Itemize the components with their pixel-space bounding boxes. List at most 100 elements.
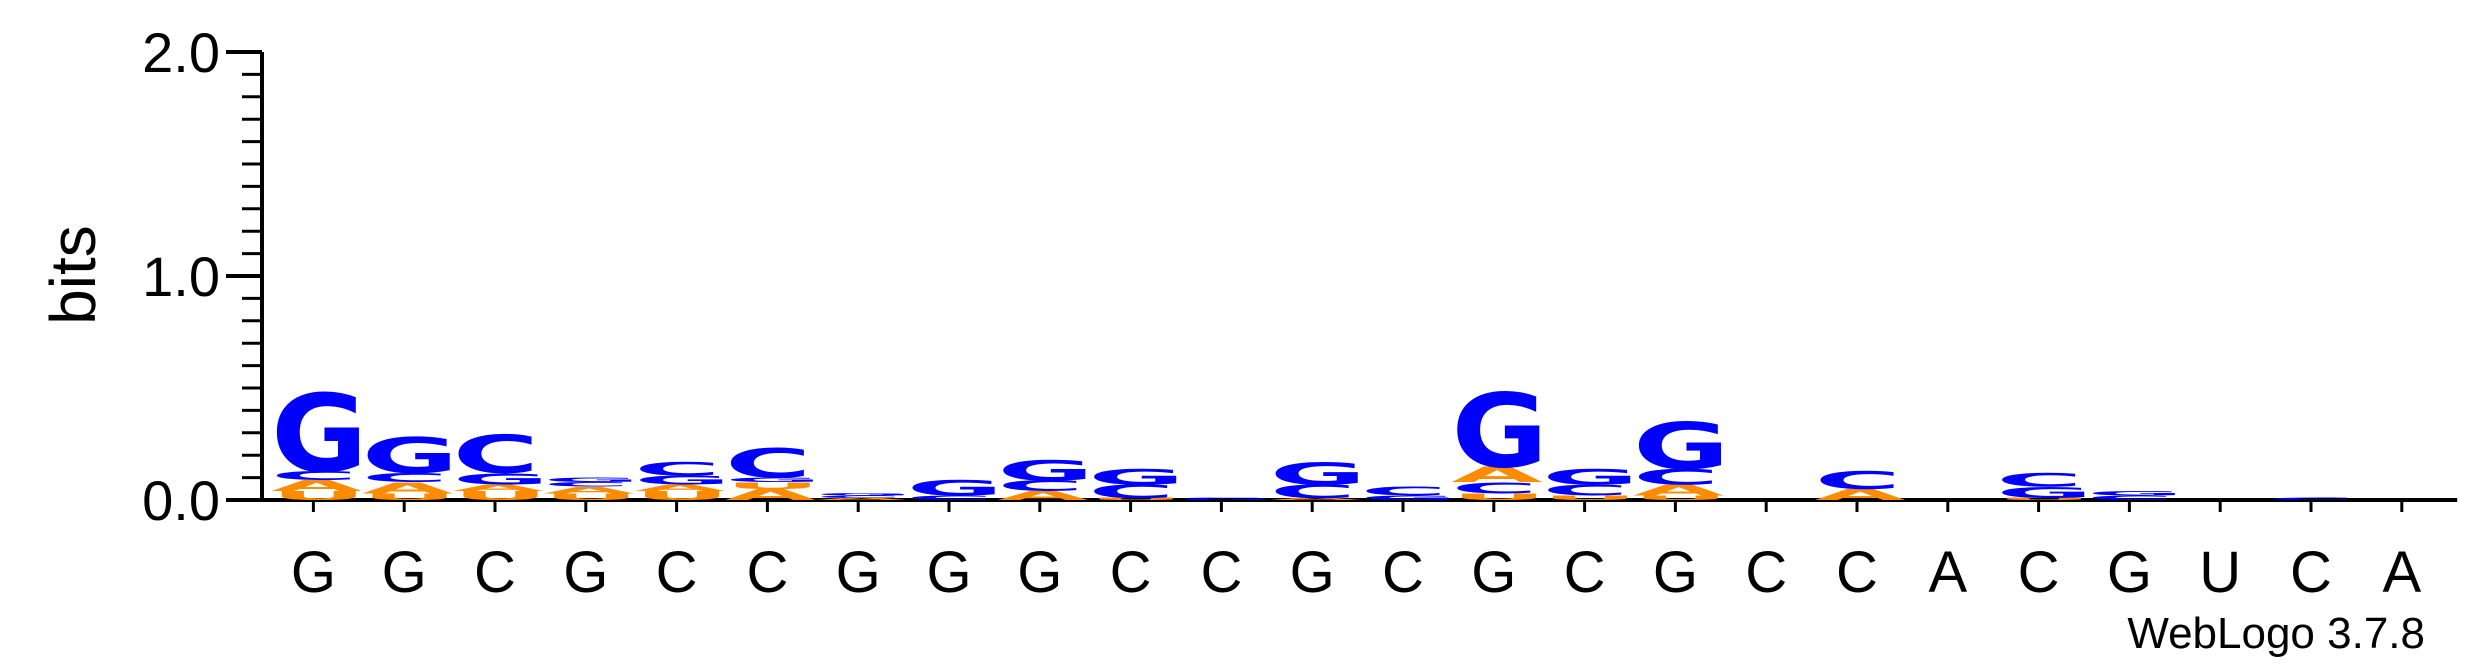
logo-letter: C	[1270, 481, 1356, 502]
logo-letter: C	[1542, 481, 1628, 499]
logo-stack: GC	[1361, 484, 1458, 501]
logo-stack: ACG	[997, 455, 1094, 503]
logo-letter: G	[1451, 372, 1548, 490]
position-label: G	[1290, 540, 1335, 605]
logo-letter: A	[816, 497, 908, 501]
position-label: C	[2290, 540, 2332, 605]
position-label: G	[836, 540, 881, 605]
logo-letter: G	[271, 371, 368, 497]
position-label: C	[656, 540, 698, 605]
logo-letter: G	[997, 455, 1094, 487]
logo-letter: U	[543, 491, 639, 502]
logo-letter: G	[2087, 490, 2184, 497]
logo-letter: U	[1088, 497, 1184, 501]
position-label: C	[1745, 540, 1787, 605]
logo-letter: G	[1361, 494, 1458, 501]
position-label: G	[1017, 540, 1062, 605]
position-label: A	[2382, 540, 2421, 605]
position-label: C	[474, 540, 516, 605]
logo-letter: A	[634, 482, 726, 493]
position-label: G	[291, 540, 336, 605]
logo-letter: G	[725, 476, 822, 483]
logo-letter: A	[1815, 486, 1906, 504]
position-label: C	[1200, 540, 1242, 605]
logo-letter: A	[997, 489, 1088, 503]
position-label: C	[2018, 540, 2060, 605]
weblogo-credit: WebLogo 3.7.8	[2127, 609, 2425, 658]
y-axis-title: bits	[37, 225, 109, 325]
logo-letter: C	[907, 494, 993, 501]
logo-letter: A	[271, 477, 362, 495]
logo-letter: G	[1996, 484, 2093, 502]
logo-letter: C	[816, 495, 902, 499]
logo-letter: G	[1179, 499, 1276, 501]
position-label: G	[2107, 540, 2152, 605]
logo-letter: A	[725, 486, 816, 504]
logo-letter: G	[1542, 464, 1639, 489]
x-axis	[262, 498, 2458, 512]
logo-letter: U	[1542, 494, 1638, 501]
logo-stack: AC	[1815, 466, 1906, 503]
logo-letter: G	[1633, 410, 1730, 485]
logo-letter: C	[634, 458, 720, 479]
logo-letter: C	[1633, 464, 1719, 489]
logo-letter: U	[453, 489, 549, 503]
position-label: A	[1928, 540, 1967, 605]
logo-letter: C	[1361, 484, 1447, 498]
logo-letter: G	[816, 493, 913, 497]
logo-letter: C	[1088, 481, 1174, 502]
logo-letter: A	[453, 482, 545, 493]
logo-letter: G	[543, 476, 640, 483]
logo-letter: U	[1633, 494, 1729, 501]
logo-letter: U	[362, 491, 458, 502]
logo-stack: ACG	[1270, 456, 1367, 502]
logo-stack: UGC	[1996, 470, 2093, 502]
logo-letter: G	[453, 470, 550, 488]
logo-stack: GC	[1179, 497, 1276, 500]
y-tick-label: 0.0	[142, 469, 220, 532]
logo-letter: U	[271, 489, 367, 503]
logo-letter: A	[543, 485, 635, 496]
logo-letter: C	[453, 425, 539, 486]
position-label: G	[1653, 540, 1698, 605]
logo-letter: A	[1270, 497, 1362, 501]
logo-letter: G	[362, 428, 459, 485]
logo-letter: C	[271, 468, 357, 482]
logo-letter: C	[362, 471, 448, 485]
logo-stack: C	[2269, 497, 2355, 501]
position-label: C	[1110, 540, 1152, 605]
position-label: G	[563, 540, 608, 605]
logo-letter: G	[1088, 464, 1185, 489]
logo-letter: C	[1179, 497, 1265, 499]
logo-letter: G	[634, 473, 731, 487]
logo-letter: G	[907, 475, 1004, 500]
logo-letter: G	[1270, 456, 1367, 492]
logo-stack: ACG	[816, 493, 913, 501]
logo-letter: C	[1451, 479, 1537, 497]
logo-letter: U	[1451, 491, 1547, 502]
logo-letter: A	[1451, 462, 1543, 487]
logo-letter: C	[725, 440, 811, 487]
logo-letter: C	[1815, 466, 1901, 495]
logo-letter: C	[2269, 497, 2355, 501]
logo-letter: C	[2087, 494, 2173, 501]
position-label: U	[2199, 540, 2241, 605]
position-label: C	[1564, 540, 1606, 605]
logo-stack: CG	[907, 475, 1004, 501]
y-tick-label: 1.0	[142, 245, 220, 308]
position-label: C	[1836, 540, 1878, 605]
position-label: G	[382, 540, 427, 605]
y-axis: 0.0 1.0 2.0	[142, 21, 264, 532]
logo-letter: U	[1996, 497, 2092, 501]
logo-letter: U	[634, 489, 730, 503]
position-label: C	[1382, 540, 1424, 605]
